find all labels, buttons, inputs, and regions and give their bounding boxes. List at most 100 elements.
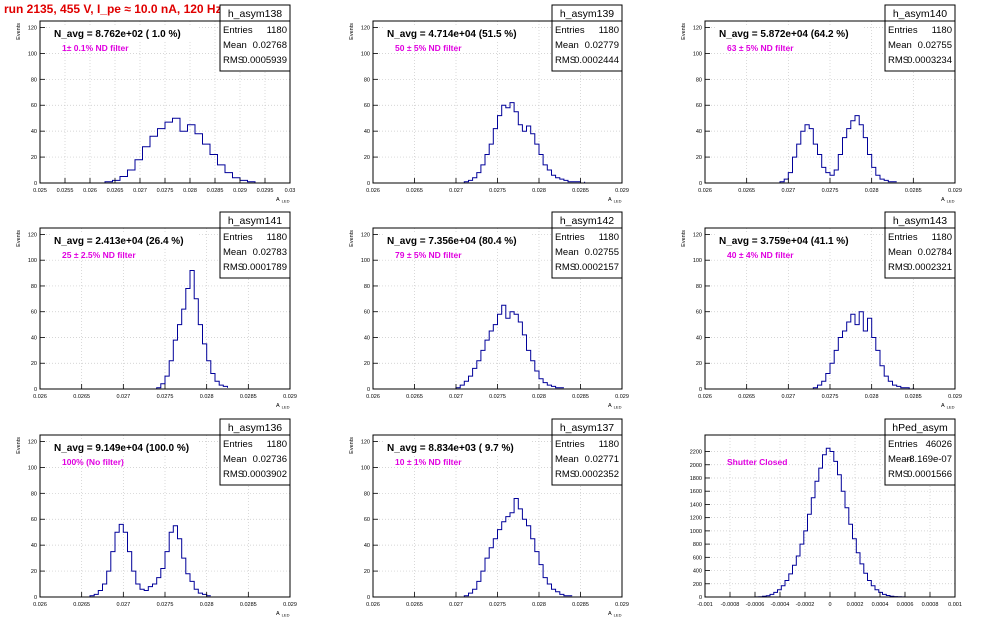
filter-annotation: 100% (No filter) bbox=[62, 457, 124, 467]
navg-label: N_avg = 4.714e+04 (51.5 %) bbox=[387, 29, 517, 40]
stats-mean-label: Mean bbox=[555, 454, 579, 465]
x-tick-label: 0.028 bbox=[865, 394, 879, 400]
y-tick-label: 0 bbox=[34, 387, 37, 393]
stats-entries-value: 1180 bbox=[267, 25, 287, 36]
stats-mean-value: 0.02783 bbox=[253, 247, 287, 258]
y-tick-label: 60 bbox=[696, 310, 702, 316]
stats-box bbox=[219, 211, 291, 279]
x-tick-label: 0.029 bbox=[948, 188, 962, 194]
x-tick-label: 0 bbox=[828, 602, 831, 608]
x-tick-label: 0.0265 bbox=[73, 602, 90, 608]
x-tick-label: 0.028 bbox=[532, 602, 546, 608]
stats-entries-label: Entries bbox=[555, 232, 585, 243]
stats-rms-label: RMS bbox=[223, 55, 244, 66]
stats-rms-label: RMS bbox=[555, 55, 576, 66]
stats-rms-value: 0.0002157 bbox=[574, 262, 619, 273]
stats-box bbox=[551, 211, 623, 279]
filter-annotation: 10 ± 1% ND filter bbox=[395, 457, 462, 467]
y-tick-label: 0 bbox=[34, 181, 37, 187]
stats-box bbox=[884, 418, 956, 486]
x-tick-label: -0.001 bbox=[697, 602, 713, 608]
y-tick-label: 40 bbox=[364, 129, 370, 135]
x-tick-label: 0.0275 bbox=[822, 394, 839, 400]
stats-box bbox=[219, 418, 291, 486]
y-axis-label: Events bbox=[349, 23, 355, 40]
x-tick-label: 0.0275 bbox=[157, 394, 174, 400]
x-tick-label: 0.029 bbox=[283, 394, 297, 400]
filter-annotation: 50 ± 5% ND filter bbox=[395, 43, 462, 53]
stats-entries-value: 1180 bbox=[932, 25, 952, 36]
x-tick-label: -0.0002 bbox=[796, 602, 815, 608]
y-axis-label: Events bbox=[16, 23, 22, 40]
y-tick-label: 1800 bbox=[690, 476, 702, 482]
y-tick-label: 0 bbox=[699, 595, 702, 601]
x-axis-label: A LED bbox=[608, 197, 622, 204]
y-axis-label: Events bbox=[16, 437, 22, 454]
histogram-name: h_asym137 bbox=[560, 422, 614, 434]
x-tick-label: 0.026 bbox=[33, 394, 47, 400]
x-tick-label: 0.0265 bbox=[738, 394, 755, 400]
y-tick-label: 120 bbox=[361, 439, 370, 445]
y-tick-label: 100 bbox=[28, 51, 37, 57]
x-tick-label: 0.0265 bbox=[107, 188, 124, 194]
x-tick-label: 0.028 bbox=[200, 602, 214, 608]
main-title: run 2135, 455 V, I_pe ≈ 10.0 nA, 120 Hz bbox=[4, 2, 222, 16]
x-tick-label: 0.026 bbox=[33, 602, 47, 608]
y-tick-label: 20 bbox=[364, 155, 370, 161]
histogram-h_asym140: 0.026 0.0265 0.027 0.0275 0.028 0.0285 0.029 0 2… bbox=[681, 4, 962, 204]
histogram-h_asym137: 0.026 0.0265 0.027 0.0275 0.028 0.0285 0.029 0 2… bbox=[349, 418, 629, 618]
x-tick-label: 0.0006 bbox=[897, 602, 914, 608]
histogram-name: h_asym138 bbox=[228, 8, 282, 20]
stats-mean-label: Mean bbox=[223, 40, 247, 51]
y-tick-label: 40 bbox=[364, 335, 370, 341]
y-tick-label: 120 bbox=[28, 439, 37, 445]
histogram-name: h_asym140 bbox=[893, 8, 947, 20]
y-axis-label: Events bbox=[349, 230, 355, 247]
x-tick-label: 0.0285 bbox=[240, 394, 257, 400]
y-tick-label: 60 bbox=[696, 103, 702, 109]
x-axis-label: A LED bbox=[276, 403, 290, 410]
histogram-name: h_asym136 bbox=[228, 422, 282, 434]
y-tick-label: 1000 bbox=[690, 529, 702, 535]
stats-box bbox=[551, 418, 623, 486]
filter-annotation: 25 ± 2.5% ND filter bbox=[62, 250, 136, 260]
navg-box bbox=[715, 233, 863, 248]
navg-box bbox=[50, 26, 198, 41]
x-axis-label: A LED bbox=[608, 403, 622, 410]
x-tick-label: 0.0285 bbox=[905, 188, 922, 194]
stats-rms-value: 0.0005939 bbox=[242, 55, 287, 66]
navg-label: N_avg = 8.762e+02 ( 1.0 %) bbox=[54, 29, 181, 40]
y-tick-label: 120 bbox=[693, 25, 702, 31]
y-tick-label: 800 bbox=[693, 542, 702, 548]
x-tick-label: 0.0285 bbox=[905, 394, 922, 400]
stats-rms-value: 0.0002444 bbox=[574, 55, 619, 66]
x-tick-label: 0.0004 bbox=[872, 602, 889, 608]
x-tick-label: 0.0275 bbox=[157, 602, 174, 608]
stats-rms-label: RMS bbox=[223, 469, 244, 480]
histogram-name: h_asym141 bbox=[228, 215, 282, 227]
navg-label: N_avg = 7.356e+04 (80.4 %) bbox=[387, 236, 517, 247]
x-tick-label: 0.027 bbox=[449, 602, 463, 608]
x-tick-label: 0.0285 bbox=[572, 602, 589, 608]
y-tick-label: 120 bbox=[28, 232, 37, 238]
y-tick-label: 600 bbox=[693, 555, 702, 561]
x-tick-label: 0.028 bbox=[183, 188, 197, 194]
x-tick-label: 0.0265 bbox=[406, 394, 423, 400]
stats-entries-value: 1180 bbox=[932, 232, 952, 243]
histogram-line bbox=[455, 304, 564, 389]
x-axis-label: A LED bbox=[276, 611, 290, 618]
navg-box bbox=[50, 440, 198, 455]
stats-entries-value: 1180 bbox=[599, 25, 619, 36]
x-tick-label: 0.0008 bbox=[922, 602, 939, 608]
y-tick-label: 0 bbox=[699, 181, 702, 187]
x-tick-label: 0.0275 bbox=[489, 394, 506, 400]
y-tick-label: 40 bbox=[31, 335, 37, 341]
x-tick-label: 0.0285 bbox=[207, 188, 224, 194]
x-tick-label: 0.026 bbox=[366, 188, 380, 194]
x-tick-label: 0.0285 bbox=[240, 602, 257, 608]
y-tick-label: 120 bbox=[28, 25, 37, 31]
x-tick-label: 0.027 bbox=[449, 394, 463, 400]
navg-label: N_avg = 9.149e+04 (100.0 %) bbox=[54, 443, 189, 454]
y-tick-label: 2000 bbox=[690, 463, 702, 469]
navg-box bbox=[50, 233, 198, 248]
